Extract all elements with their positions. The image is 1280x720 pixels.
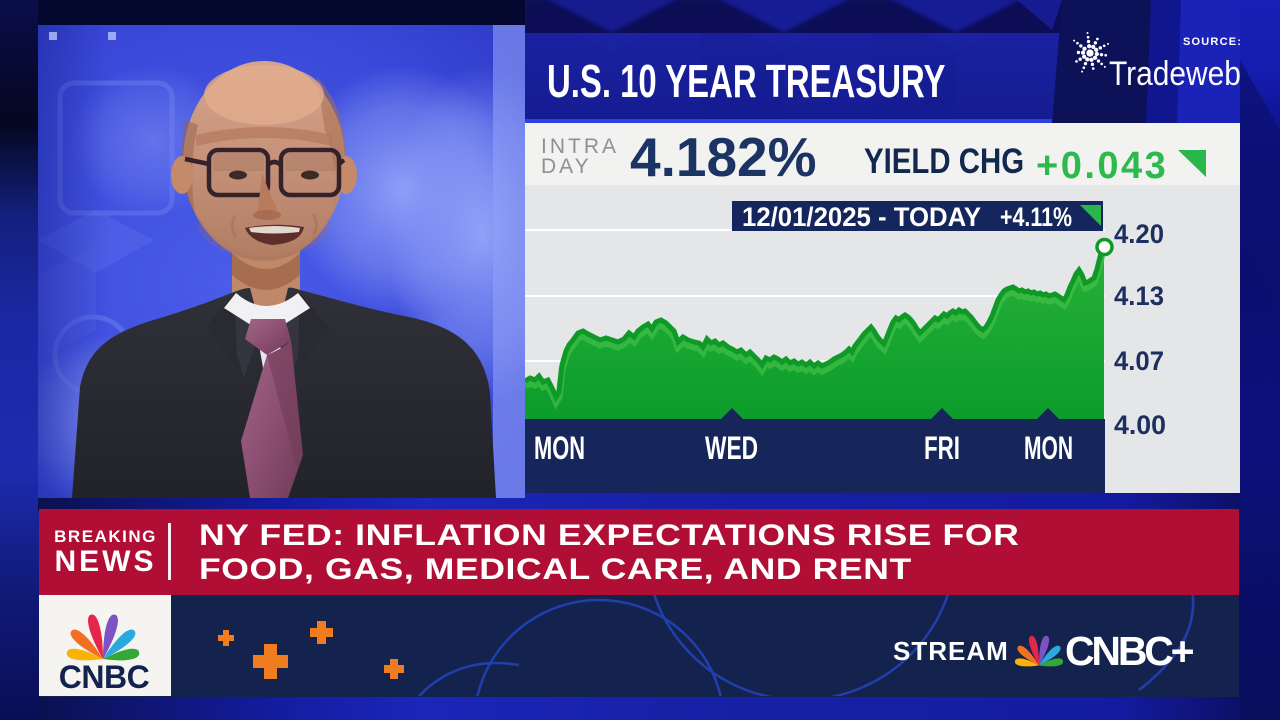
svg-text:CNBC: CNBC [59, 659, 150, 695]
svg-text:MON: MON [1024, 430, 1073, 466]
svg-text:4.13: 4.13 [1114, 281, 1164, 311]
svg-text:4.20: 4.20 [1114, 219, 1164, 249]
svg-text:WED: WED [705, 430, 758, 466]
svg-text:+4.11%: +4.11% [1000, 202, 1072, 232]
svg-text:4.07: 4.07 [1114, 346, 1164, 376]
svg-text:MON: MON [534, 430, 585, 466]
svg-text:12/01/2025 - TODAY: 12/01/2025 - TODAY [742, 202, 981, 232]
svg-text:4.00: 4.00 [1114, 410, 1166, 440]
svg-text:FRI: FRI [924, 430, 960, 466]
